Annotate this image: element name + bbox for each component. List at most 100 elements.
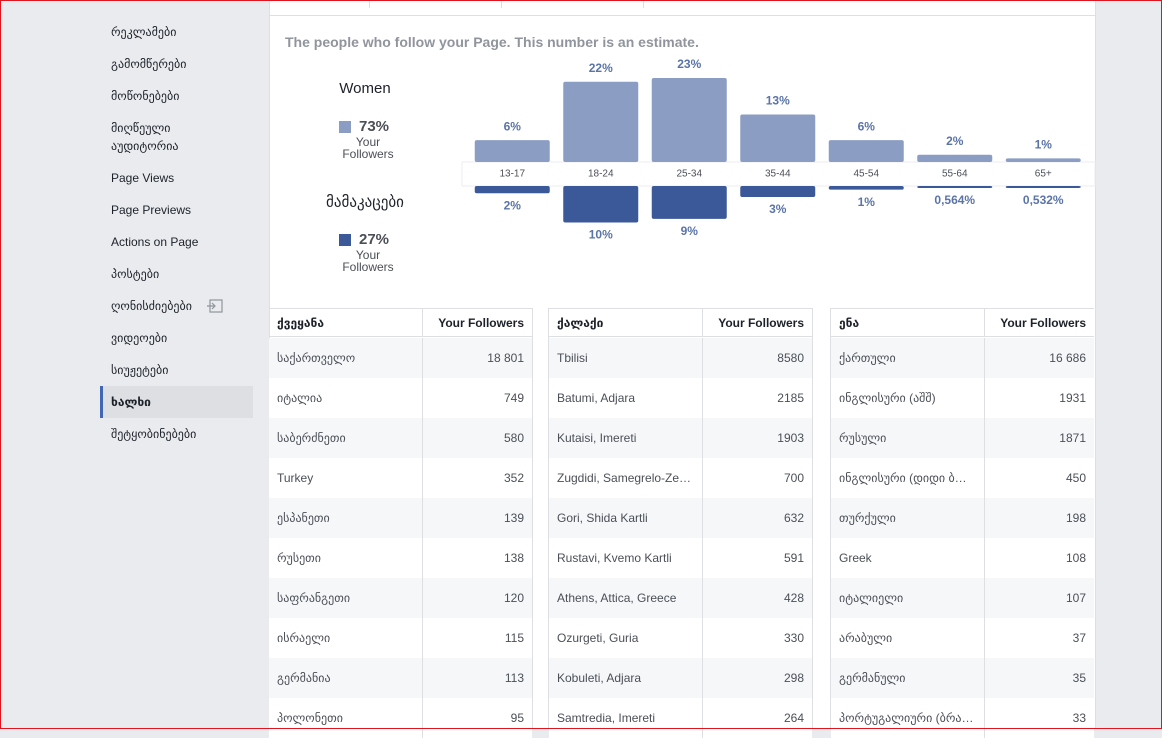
cell: 138: [422, 538, 532, 578]
category-label: 25-34: [676, 169, 702, 180]
cell: Rustavi, Kvemo Kartli: [549, 538, 702, 578]
cell: პოლონეთი: [269, 698, 422, 738]
bar: [828, 140, 904, 162]
cell: 198: [984, 498, 1094, 538]
sidebar-item[interactable]: მოწონებები: [111, 89, 180, 103]
cell: რუსეთი: [269, 538, 422, 578]
legend-caption: Your Followers: [342, 135, 394, 161]
table-gap: [532, 308, 549, 729]
cell: 1931: [984, 378, 1094, 418]
category-label: 45-54: [853, 169, 879, 180]
bar: [740, 114, 816, 162]
sidebar-item[interactable]: მიღწეული აუდიტორია: [111, 121, 179, 153]
sidebar-item[interactable]: პოსტები: [111, 267, 160, 281]
bar: [474, 140, 550, 162]
cell: 1871: [984, 418, 1094, 458]
cell: თურქული: [831, 498, 984, 538]
cell: Zugdidi, Samegrelo-Ze…: [549, 458, 702, 498]
category-label: 35-44: [765, 169, 791, 180]
bar: [828, 186, 904, 190]
legend-name: Women: [339, 80, 391, 97]
cell: 120: [422, 578, 532, 618]
value-label: 6%: [858, 119, 876, 133]
cell: 428: [702, 578, 812, 618]
legend-swatch: [339, 121, 351, 133]
column-header: ენა: [831, 308, 984, 337]
cell: 33: [984, 698, 1094, 738]
table-gap: [812, 308, 831, 729]
bar: [563, 186, 639, 223]
cell: იტალია: [269, 378, 422, 418]
category-label: 18-24: [588, 169, 614, 180]
bar: [917, 154, 993, 162]
cell: 580: [422, 418, 532, 458]
cell: არაბული: [831, 618, 984, 658]
bar: [563, 81, 639, 162]
cell: 108: [984, 538, 1094, 578]
bar: [651, 186, 727, 219]
cell: 700: [702, 458, 812, 498]
legend-caption: Your Followers: [342, 248, 394, 274]
column-header: Your Followers: [984, 308, 1094, 337]
cell: Kobuleti, Adjara: [549, 658, 702, 698]
legend-swatch: [339, 234, 351, 246]
bar: [1005, 186, 1081, 188]
cell: Kutaisi, Imereti: [549, 418, 702, 458]
cell: Samtredia, Imereti: [549, 698, 702, 738]
tab-separator: [643, 0, 644, 8]
cell: Greek: [831, 538, 984, 578]
tab-bar: [270, 0, 1095, 16]
cell: 352: [422, 458, 532, 498]
column-header: Your Followers: [702, 308, 812, 337]
column-header: Your Followers: [422, 308, 532, 337]
cell: 330: [702, 618, 812, 658]
value-label: 0,532%: [1023, 193, 1064, 207]
cell: საბერძნეთი: [269, 418, 422, 458]
legend-share: 27%: [359, 231, 390, 248]
cell: გერმანული: [831, 658, 984, 698]
value-label: 6%: [504, 119, 522, 133]
column-header: ქალაქი: [549, 308, 702, 337]
sidebar-item[interactable]: რეკლამები: [111, 25, 177, 39]
cell: Ozurgeti, Guria: [549, 618, 702, 658]
cell: 1903: [702, 418, 812, 458]
category-label: 55-64: [942, 169, 968, 180]
cell: 37: [984, 618, 1094, 658]
cell: 749: [422, 378, 532, 418]
cell: 591: [702, 538, 812, 578]
bar: [1005, 158, 1081, 162]
value-label: 9%: [681, 224, 699, 238]
cell: 115: [422, 618, 532, 658]
cell: ქართული: [831, 338, 984, 378]
category-label: 13-17: [499, 169, 525, 180]
sidebar-item[interactable]: Actions on Page: [111, 235, 199, 249]
cell: რუსული: [831, 418, 984, 458]
value-label: 13%: [766, 94, 790, 108]
cell: გერმანია: [269, 658, 422, 698]
value-label: 1%: [1035, 138, 1053, 152]
bar: [917, 186, 993, 189]
legend-name: მამაკაცები: [326, 194, 404, 211]
cell: პორტუგალიური (ბრა…: [831, 698, 984, 738]
cell: 632: [702, 498, 812, 538]
sidebar-item[interactable]: სიუჟეტები: [111, 363, 169, 377]
sidebar-item[interactable]: შეტყობინებები: [111, 427, 197, 441]
sidebar-item[interactable]: Page Previews: [111, 203, 192, 217]
sidebar-item[interactable]: Page Views: [111, 171, 175, 185]
value-label: 0,564%: [934, 193, 975, 207]
sidebar-item[interactable]: ხალხი: [100, 386, 253, 418]
sidebar-item[interactable]: ღონისძიებები: [111, 299, 192, 313]
cell: საქართველო: [269, 338, 422, 378]
value-label: 22%: [589, 61, 613, 75]
value-label: 1%: [858, 195, 876, 209]
cell: Turkey: [269, 458, 422, 498]
cell: ისრაელი: [269, 618, 422, 658]
value-label: 23%: [677, 57, 701, 71]
sidebar-item[interactable]: ვიდეოები: [111, 331, 168, 345]
cell: იტალიელი: [831, 578, 984, 618]
cell: 113: [422, 658, 532, 698]
category-label: 65+: [1035, 169, 1052, 180]
age-gender-chart: 13-17 18-24 25-34 35-44 45-54 55-64 65+ 6% 22% 23…: [461, 57, 1096, 242]
sidebar-item[interactable]: გამომწერები: [111, 57, 187, 71]
cell: ესპანეთი: [269, 498, 422, 538]
